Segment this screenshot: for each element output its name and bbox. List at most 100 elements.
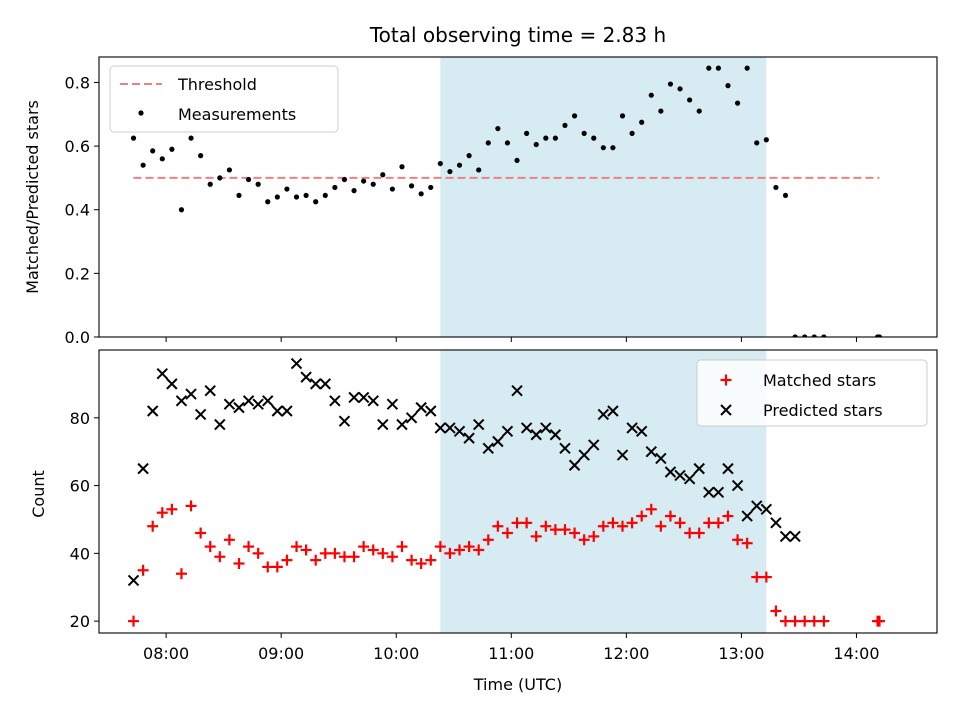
x-tick-label: 08:00	[143, 644, 189, 663]
measurement-point	[764, 137, 769, 142]
measurement-point	[169, 147, 174, 152]
matched-star-point	[186, 500, 197, 511]
y-tick-label: 0.0	[65, 328, 90, 347]
measurement-point	[236, 193, 241, 198]
measurement-point	[706, 66, 711, 71]
matched-star-point	[790, 616, 801, 627]
measurement-point	[476, 167, 481, 172]
matched-star-point	[799, 616, 810, 627]
measurement-point	[514, 158, 519, 163]
y-tick-label: 0.2	[65, 264, 90, 283]
measurement-point	[505, 140, 510, 145]
matched-star-point	[253, 548, 264, 559]
measurement-point	[639, 120, 644, 125]
y-tick-label: 80	[70, 409, 90, 428]
measurement-point	[601, 145, 606, 150]
matched-star-point	[874, 616, 885, 627]
matched-star-point	[166, 504, 177, 515]
matched-star-point	[780, 616, 791, 627]
measurement-point	[313, 199, 318, 204]
predicted-star-point	[292, 359, 302, 369]
measurement-point	[188, 136, 193, 141]
x-tick-label: 13:00	[718, 644, 764, 663]
matched-star-point	[377, 548, 388, 559]
matched-star-point	[406, 555, 417, 566]
predicted-star-point	[397, 420, 407, 430]
measurement-point	[754, 140, 759, 145]
matched-star-point	[176, 568, 187, 579]
measurement-point	[150, 148, 155, 153]
measurement-point	[390, 186, 395, 191]
measurement-point	[562, 123, 567, 128]
measurement-point	[265, 199, 270, 204]
predicted-star-point	[234, 403, 244, 413]
matched-star-point	[416, 558, 427, 569]
matched-star-point	[320, 548, 331, 559]
predicted-star-point	[416, 403, 426, 413]
predicted-star-point	[320, 379, 330, 389]
predicted-star-point	[244, 396, 254, 406]
matched-star-point	[138, 565, 149, 576]
matched-star-point	[281, 555, 292, 566]
measurement-point	[457, 163, 462, 168]
predicted-star-point	[426, 406, 436, 416]
matched-star-point	[205, 541, 216, 552]
measurement-point	[543, 136, 548, 141]
measurement-point	[745, 66, 750, 71]
matched-star-point	[349, 551, 360, 562]
predicted-star-point	[215, 420, 225, 430]
predicted-star-point	[330, 396, 340, 406]
measurement-point	[582, 131, 587, 136]
matched-star-point	[224, 534, 235, 545]
measurement-point	[160, 156, 165, 161]
measurement-point	[198, 153, 203, 158]
measurement-point	[409, 183, 414, 188]
measurement-point	[399, 164, 404, 169]
measurement-point	[342, 177, 347, 182]
predicted-star-point	[781, 531, 791, 541]
y-tick-label: 40	[70, 544, 90, 563]
measurement-point	[246, 177, 251, 182]
measurement-point	[716, 66, 721, 71]
predicted-star-point	[138, 464, 148, 474]
y-tick-label: 0.6	[65, 137, 90, 156]
predicted-star-point	[301, 372, 311, 382]
predicted-star-point	[387, 399, 397, 409]
matched-star-point	[157, 507, 168, 518]
measurement-point	[208, 182, 213, 187]
measurement-point	[524, 131, 529, 136]
predicted-star-point	[407, 413, 417, 423]
predicted-star-point	[339, 416, 349, 426]
measurement-point	[610, 145, 615, 150]
predicted-star-point	[359, 392, 369, 402]
matched-star-point	[214, 551, 225, 562]
measurement-point	[687, 97, 692, 102]
measurement-point	[275, 194, 280, 199]
measurement-point	[323, 193, 328, 198]
predicted-star-point	[148, 406, 158, 416]
predicted-star-point	[368, 396, 378, 406]
matched-star-point	[310, 555, 321, 566]
matched-star-point	[770, 605, 781, 616]
matched-star-point	[291, 541, 302, 552]
x-tick-label: 12:00	[603, 644, 649, 663]
count-panel: 20 40 60 80 08:00 09:00 10:00 11:00 12:00 13:00 14…	[29, 350, 937, 694]
predicted-star-point	[176, 396, 186, 406]
measurement-point	[438, 161, 443, 166]
matched-star-point	[339, 551, 350, 562]
measurement-point	[419, 191, 424, 196]
matched-star-point	[818, 616, 829, 627]
measurement-point	[447, 169, 452, 174]
measurement-point	[629, 131, 634, 136]
measurement-point	[371, 182, 376, 187]
predicted-star-point	[272, 406, 282, 416]
measurement-point	[677, 86, 682, 91]
predicted-star-point	[311, 379, 321, 389]
legend-measurement-swatch	[138, 110, 143, 115]
measurement-point	[227, 167, 232, 172]
predicted-star-point	[771, 518, 781, 528]
matched-star-point	[147, 521, 158, 532]
predicted-star-point	[196, 409, 206, 419]
predicted-star-point	[157, 369, 167, 379]
matched-star-point	[262, 561, 273, 572]
